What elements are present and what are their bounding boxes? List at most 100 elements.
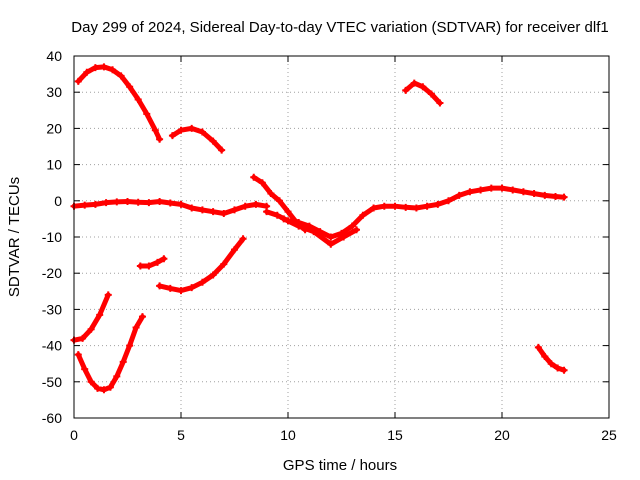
data-point [402,203,410,211]
data-point [455,191,463,199]
y-tick-label: -20 [42,265,62,281]
data-point [327,233,335,241]
data-point [267,190,275,198]
data-point [177,287,185,295]
data-point [218,146,226,154]
chart-title: Day 299 of 2024, Sidereal Day-to-day VTE… [71,19,608,36]
data-point [100,63,108,71]
y-tick-label: -10 [42,229,62,245]
data-point [509,186,517,194]
data-point [340,233,348,241]
data-point [126,83,134,91]
data-point [198,206,206,214]
data-point [136,262,144,270]
y-tick-label: 20 [46,120,62,136]
data-point [94,384,102,392]
data-point [554,364,562,372]
data-point [284,208,292,216]
data-point [81,365,89,373]
data-point [327,240,335,248]
series-layer [70,63,568,394]
data-point [275,197,283,205]
data-point [477,186,485,194]
data-point [166,199,174,207]
y-axis-label: SDTVAR / TECUs [6,177,23,297]
data-point [104,291,112,299]
y-tick-label: -30 [42,301,62,317]
data-point [391,202,399,210]
data-point [380,202,388,210]
data-point [156,198,164,206]
data-point [106,383,114,391]
data-point [113,372,121,380]
data-point [258,179,266,187]
data-point [252,200,260,208]
series-arc-10 [70,291,112,344]
data-point [541,191,549,199]
data-point [160,255,168,263]
data-point [359,211,367,219]
data-point [138,313,146,321]
data-point [153,258,161,266]
data-point [560,193,568,201]
data-point [412,204,420,212]
data-point [177,200,185,208]
x-tick-label: 5 [177,427,185,443]
data-point [280,215,288,223]
data-point [102,199,110,207]
series-arc-4 [70,198,271,217]
series-arc-2 [168,124,226,154]
data-point [134,95,142,103]
data-point [530,190,538,198]
ticks: 0 5 10 15 20 25 -60 -50 -40 -30 -20 -10 0 10 20 30 40 [42,48,617,443]
data-point [74,77,82,85]
series-arc-7 [280,215,360,248]
data-point [220,260,228,268]
data-point [117,72,125,80]
data-point [168,132,176,140]
data-point [410,79,418,87]
x-tick-label: 25 [601,427,617,443]
data-point [126,342,134,350]
data-point [96,311,104,319]
grid [74,56,609,418]
data-point [295,222,303,230]
data-point [166,284,174,292]
data-point [436,99,444,107]
data-point [188,284,196,292]
data-point [156,282,164,290]
series-line [71,292,111,343]
y-tick-label: -60 [42,410,62,426]
data-point [87,325,95,333]
data-point [109,66,117,74]
data-point [79,334,87,342]
y-tick-label: 40 [46,48,62,64]
data-point [434,200,442,208]
y-tick-label: -40 [42,338,62,354]
series-arc-3 [402,79,444,107]
data-point [239,235,247,243]
y-tick-label: -50 [42,374,62,390]
data-point [132,324,140,331]
data-point [134,198,142,206]
data-point [91,200,99,208]
data-point [352,226,360,234]
series-arc-9 [156,235,247,295]
series-arc-1 [74,63,164,143]
data-point [541,352,549,360]
data-point [348,222,356,230]
data-point [177,126,185,134]
data-point [188,124,196,132]
data-point [534,343,542,351]
data-point [156,135,164,143]
series-arc-5 [263,184,568,241]
series-line [169,125,225,153]
data-point [74,351,82,359]
data-point [188,204,196,212]
data-point [552,192,559,200]
data-point [83,68,91,76]
data-point [124,198,131,206]
data-point [498,184,506,192]
data-point [119,358,127,366]
x-axis-label: GPS time / hours [283,457,397,474]
